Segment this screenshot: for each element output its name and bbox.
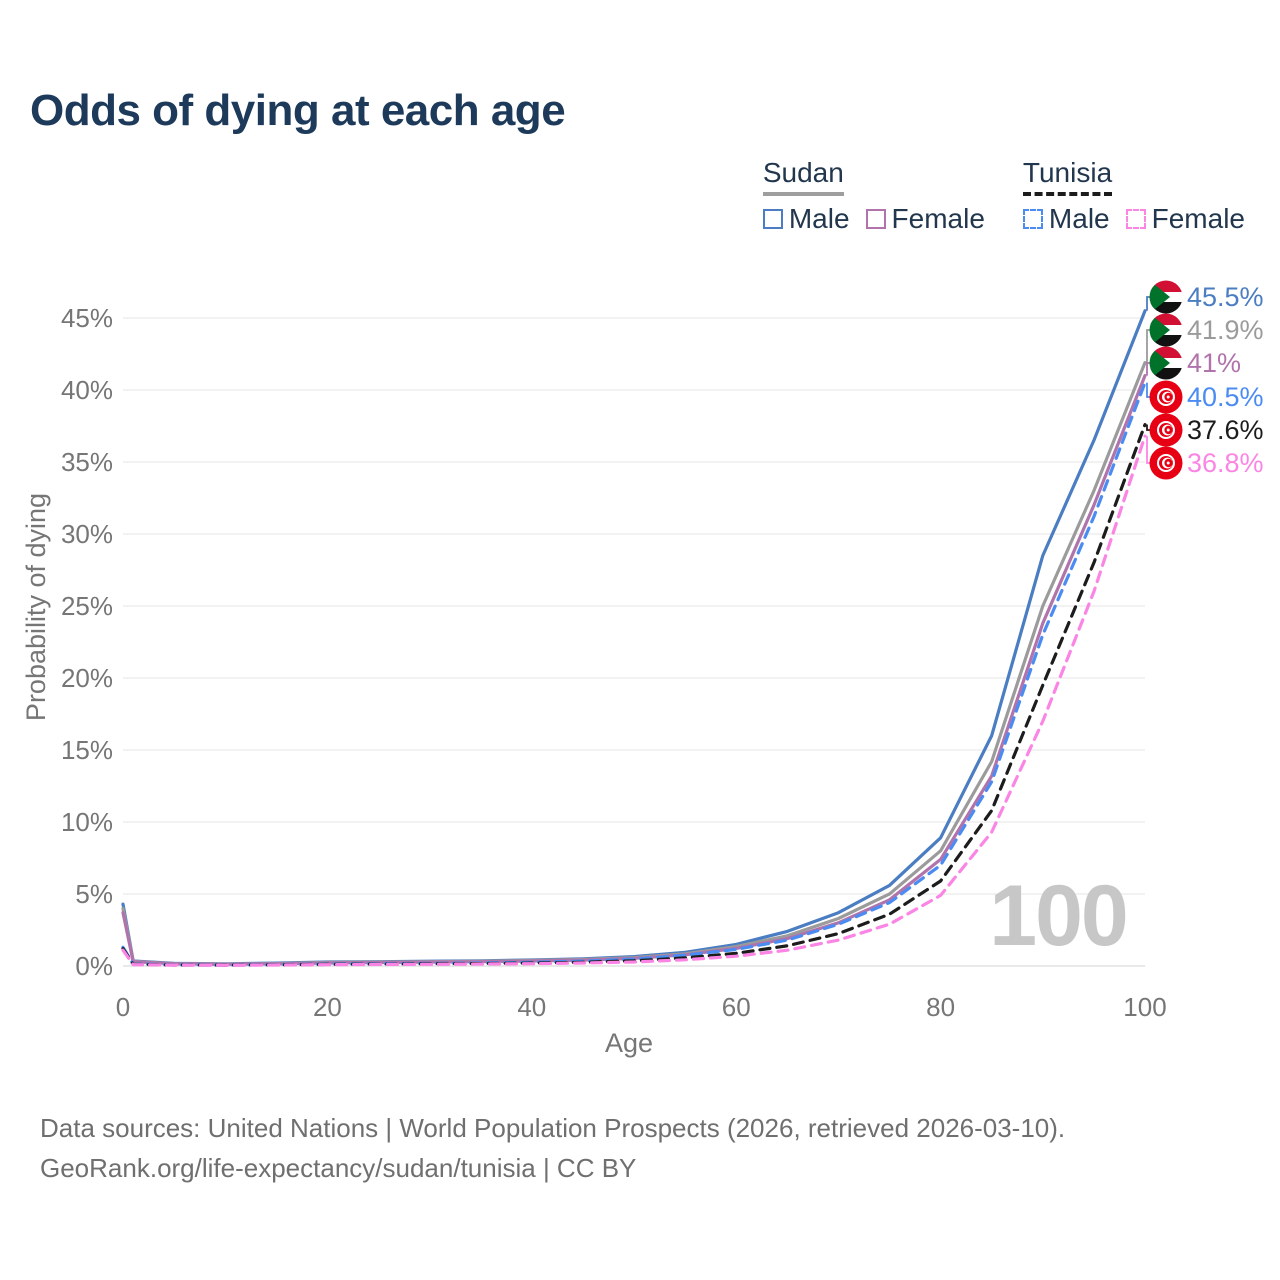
sudan-female-swatch-icon	[865, 208, 886, 229]
tunisia-flag-icon	[1149, 380, 1183, 414]
attribution-line: GeoRank.org/life-expectancy/sudan/tunisi…	[40, 1153, 637, 1183]
y-tick-label: 25%	[61, 591, 113, 621]
data-sources-line: Data sources: United Nations | World Pop…	[40, 1113, 1066, 1143]
sudan-flag-icon	[1149, 313, 1183, 347]
x-tick-label: 60	[722, 992, 751, 1022]
end-labels: 45.5%41.9%41% 40.5%37.6%36.8%	[1146, 280, 1264, 480]
tunisia-flag-icon	[1149, 446, 1183, 480]
end-value-label: 37.6%	[1187, 415, 1264, 445]
y-tick-label: 15%	[61, 735, 113, 765]
footer: Data sources: United Nations | World Pop…	[40, 1108, 1065, 1188]
end-value-label: 41%	[1187, 348, 1241, 378]
series-line-tunisia-female	[121, 434, 1147, 967]
series-lines	[121, 309, 1147, 967]
legend-header-tunisia: Tunisia	[1022, 157, 1113, 196]
legend-item-label: Male	[788, 202, 850, 234]
end-value-label: 40.5%	[1187, 382, 1264, 412]
y-tick-label: 30%	[61, 519, 113, 549]
sudan-flag-clip-group	[1149, 313, 1183, 347]
sudan-flag-icon	[1149, 346, 1183, 380]
x-tick-label: 40	[517, 992, 546, 1022]
legend-item-tunisia-female[interactable]: Female	[1125, 202, 1245, 234]
legend-item-sudan-male[interactable]: Male	[762, 202, 850, 234]
sudan-flag-green-triangle	[1149, 313, 1170, 347]
page-title: Odds of dying at each age	[30, 86, 566, 135]
sudan-flag-red-stripe	[1149, 280, 1183, 292]
legend-header-sudan: Sudan	[762, 157, 844, 196]
tunisia-flag-icon	[1149, 413, 1183, 447]
y-tick-label: 40%	[61, 375, 113, 405]
tunisia-male-swatch-icon	[1022, 208, 1043, 229]
y-tick-label: 45%	[61, 303, 113, 333]
sudan-flag-red-stripe	[1149, 346, 1183, 358]
legend-group-sudan: Sudan Male Female	[762, 157, 985, 234]
y-axis-title: Probability of dying	[21, 493, 51, 721]
x-tick-label: 0	[116, 992, 130, 1022]
series-line-sudan-male	[121, 309, 1147, 966]
y-tick-label: 35%	[61, 447, 113, 477]
legend-item-label: Female	[891, 202, 985, 234]
tunisia-flag-star	[1166, 395, 1170, 399]
sudan-male-swatch-icon	[762, 208, 783, 229]
sudan-flag-green-triangle	[1149, 346, 1170, 380]
sudan-flag-red-stripe	[1149, 313, 1183, 325]
tunisia-flag-star	[1166, 461, 1170, 465]
sudan-flag-black-stripe	[1149, 302, 1183, 314]
legend: Sudan Male Female Tunisia Male Female	[762, 157, 1245, 234]
sudan-flag-green-triangle	[1149, 280, 1170, 314]
legend-item-tunisia-male[interactable]: Male	[1022, 202, 1110, 234]
sudan-flag-black-stripe	[1149, 335, 1183, 347]
legend-item-label: Male	[1048, 202, 1110, 234]
gridlines	[123, 317, 1145, 967]
x-tick-label: 80	[926, 992, 955, 1022]
legend-item-sudan-female[interactable]: Female	[865, 202, 985, 234]
end-value-label: 36.8%	[1187, 448, 1264, 478]
y-tick-label: 10%	[61, 807, 113, 837]
x-tick-label: 20	[313, 992, 342, 1022]
y-axis-ticks: 0% 5% 10% 15% 20% 25% 30% 35% 40% 45%	[61, 303, 113, 981]
end-value-label: 41.9%	[1187, 315, 1264, 345]
x-axis-ticks: 0 20 40 60 80 100	[116, 992, 1167, 1022]
tunisia-flag-star	[1166, 428, 1170, 432]
legend-group-tunisia: Tunisia Male Female	[1022, 157, 1245, 234]
x-axis-title: Age	[605, 1028, 653, 1058]
x-tick-label: 100	[1123, 992, 1166, 1022]
y-tick-label: 0%	[75, 951, 113, 981]
y-tick-label: 5%	[75, 879, 113, 909]
legend-item-label: Female	[1151, 202, 1245, 234]
sudan-flag-icon	[1149, 280, 1183, 314]
age-watermark: 100	[989, 868, 1127, 964]
y-tick-label: 20%	[61, 663, 113, 693]
end-value-label: 45.5%	[1187, 282, 1264, 312]
sudan-flag-black-stripe	[1149, 368, 1183, 380]
sudan-flag-clip-group	[1149, 280, 1183, 314]
tunisia-female-swatch-icon	[1125, 208, 1146, 229]
sudan-flag-clip-group	[1149, 346, 1183, 380]
